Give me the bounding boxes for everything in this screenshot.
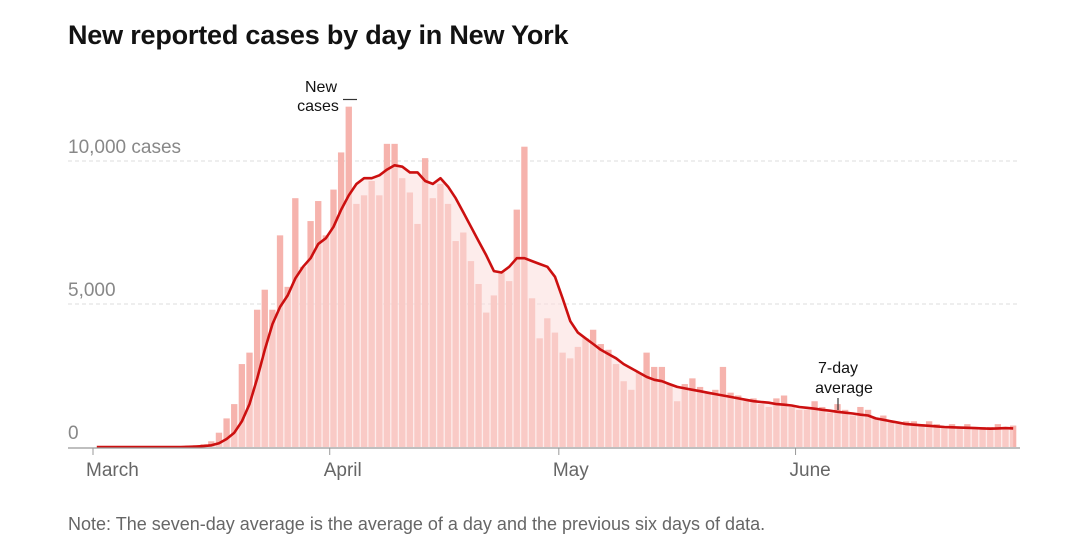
- chart-title: New reported cases by day in New York: [68, 20, 569, 50]
- average-line: [96, 164, 1014, 449]
- y-tick-label: 5,000: [68, 280, 116, 301]
- x-tick-label: June: [790, 460, 831, 481]
- average-area-fill: [96, 165, 1014, 448]
- case-bar: [231, 404, 238, 447]
- case-bar: [215, 432, 223, 447]
- x-axis: March April May June: [68, 447, 1020, 481]
- new-cases-annotation-line-2: cases: [297, 98, 339, 115]
- chart-note: Note: The seven-day average is the avera…: [68, 514, 766, 534]
- average-area: [96, 165, 1014, 448]
- chart: 10,000 cases 5,000 0 March April May June New…: [68, 79, 1020, 481]
- case-bar: [238, 364, 246, 447]
- new-cases-annotation-line-1: New: [305, 79, 337, 96]
- average-annotation-line-2: average: [815, 380, 873, 397]
- y-tick-label: 10,000 cases: [68, 137, 181, 158]
- average-annotation-line-1: 7-day: [818, 360, 858, 377]
- y-tick-label: 0: [68, 423, 79, 444]
- case-bar: [223, 418, 230, 447]
- x-tick-label: April: [324, 460, 362, 481]
- annotations: New cases 7-day average: [297, 79, 873, 410]
- average-line-group: [96, 164, 1014, 449]
- x-tick-label: May: [553, 460, 589, 481]
- y-axis-labels: 10,000 cases 5,000 0: [68, 137, 181, 444]
- x-tick-label: March: [86, 460, 139, 481]
